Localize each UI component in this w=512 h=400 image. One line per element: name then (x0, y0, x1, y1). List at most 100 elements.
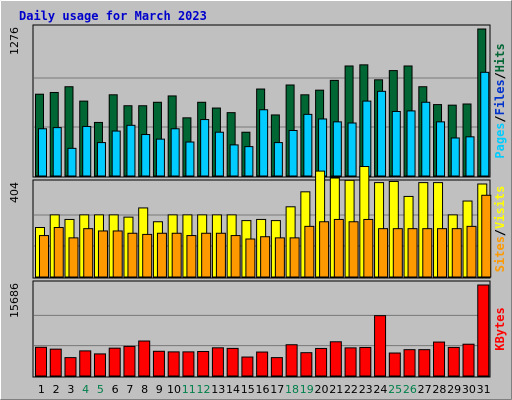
bar-sites-day-2 (53, 227, 64, 278)
bar-sites-day-5 (97, 230, 108, 278)
bar-sites-day-8 (142, 233, 153, 278)
bar-files-day-27 (421, 101, 431, 177)
bar-kbytes-day-6 (108, 347, 121, 377)
x-tick-label-day-29: 29 (447, 383, 461, 396)
x-tick-label-day-22: 22 (344, 383, 358, 396)
x-tick-label-day-16: 16 (256, 383, 270, 396)
bar-files-day-3 (67, 147, 77, 177)
bar-kbytes-day-13 (211, 347, 224, 377)
x-tick-label-day-4: 4 (82, 383, 89, 396)
x-tick-label-day-5: 5 (97, 383, 104, 396)
bar-sites-day-10 (171, 232, 182, 278)
bar-files-day-29 (450, 137, 460, 177)
y-max-label: 1276 (8, 27, 21, 55)
bar-sites-day-12 (201, 232, 212, 278)
legend-kbytes: KBytes (493, 307, 507, 350)
bar-sites-day-21 (333, 218, 344, 278)
bar-kbytes-day-17 (270, 357, 283, 377)
y-max-label: 404 (8, 182, 21, 203)
bar-files-day-20 (318, 118, 328, 177)
bar-kbytes-day-27 (418, 349, 431, 377)
bar-kbytes-day-25 (388, 352, 401, 377)
bar-files-day-13 (214, 131, 224, 177)
bar-kbytes-day-14 (226, 347, 239, 377)
bar-sites-day-1 (39, 235, 49, 278)
x-tick-label-day-11: 11 (182, 383, 196, 396)
bar-kbytes-day-22 (344, 347, 357, 377)
x-tick-label-day-23: 23 (359, 383, 373, 396)
bar-sites-day-9 (156, 232, 167, 278)
x-tick-label-day-12: 12 (197, 383, 211, 396)
panel-hits_files_pages: 1276 Pages/Files/Hits (8, 24, 507, 178)
bar-sites-day-13 (215, 232, 226, 278)
chart-panels: 1276 Pages/Files/Hits 404 Sites/Visits 15686… (8, 24, 507, 378)
bar-files-day-30 (465, 136, 475, 177)
x-tick-label-day-9: 9 (156, 383, 163, 396)
x-tick-label-day-19: 19 (300, 383, 314, 396)
bar-kbytes-day-2 (49, 348, 62, 377)
legend-hits: Hits (493, 43, 507, 72)
x-tick-label-day-17: 17 (270, 383, 284, 396)
x-tick-label-day-26: 26 (403, 383, 417, 396)
bar-kbytes-day-1 (35, 346, 47, 377)
bar-files-day-6 (111, 130, 121, 177)
bar-files-day-21 (332, 121, 342, 177)
bar-kbytes-day-18 (285, 344, 298, 377)
bar-sites-day-22 (348, 221, 359, 278)
bar-files-day-10 (170, 128, 180, 177)
bar-sites-day-26 (407, 228, 418, 278)
legend-sites: Sites (493, 236, 507, 272)
bar-files-day-5 (96, 142, 106, 177)
x-tick-label-day-30: 30 (462, 383, 476, 396)
x-tick-label-day-27: 27 (418, 383, 432, 396)
bar-sites-day-27 (422, 228, 433, 278)
x-tick-label-day-21: 21 (329, 383, 343, 396)
legend-files: Files (493, 79, 507, 115)
bar-sites-day-23 (363, 218, 374, 278)
bar-sites-day-16 (260, 236, 271, 278)
x-tick-label-day-20: 20 (314, 383, 328, 396)
bar-sites-day-3 (68, 237, 79, 278)
bar-kbytes-day-4 (79, 350, 92, 377)
bar-files-day-1 (38, 128, 47, 177)
bar-files-day-11 (185, 141, 195, 177)
bar-kbytes-day-9 (152, 350, 165, 377)
panel-kbytes: 15686 KBytes (8, 280, 507, 378)
bar-kbytes-day-26 (403, 349, 416, 377)
bar-kbytes-day-10 (167, 351, 180, 377)
x-tick-label-day-6: 6 (112, 383, 119, 396)
bar-kbytes-day-3 (64, 357, 77, 377)
x-tick-label-day-3: 3 (67, 383, 74, 396)
bar-sites-day-6 (112, 230, 123, 278)
bar-files-day-31 (480, 71, 490, 177)
right-legend-label: Sites/Visits (493, 186, 507, 273)
bar-sites-day-20 (319, 221, 330, 278)
x-tick-label-day-14: 14 (226, 383, 240, 396)
bar-sites-day-17 (274, 237, 285, 278)
bar-sites-day-28 (437, 228, 448, 278)
y-max-label: 15686 (8, 283, 21, 318)
bar-kbytes-day-5 (93, 353, 106, 377)
bar-files-day-12 (200, 119, 210, 177)
x-tick-label-day-15: 15 (241, 383, 255, 396)
bar-files-day-26 (406, 110, 416, 177)
bar-kbytes-day-19 (300, 352, 313, 377)
bar-kbytes-day-15 (241, 356, 254, 377)
bar-files-day-18 (288, 129, 298, 177)
x-tick-label-day-1: 1 (38, 383, 45, 396)
bar-sites-day-11 (186, 235, 197, 278)
right-legend-label: Pages/Files/Hits (493, 43, 507, 158)
bar-files-day-9 (155, 138, 165, 177)
x-tick-label-day-28: 28 (432, 383, 446, 396)
bar-sites-day-31 (481, 194, 492, 278)
x-tick-label-day-18: 18 (285, 383, 299, 396)
bar-kbytes-day-31 (477, 284, 490, 377)
x-tick-label-day-2: 2 (53, 383, 60, 396)
x-tick-label-day-24: 24 (373, 383, 387, 396)
bar-sites-day-15 (245, 238, 256, 278)
bar-files-day-15 (244, 146, 254, 177)
bar-files-day-22 (347, 122, 357, 177)
x-axis-day-labels: 1 2 3 4 5 6 7 8 9 10 11 12 13 14 15 16 17 18 19 20 21 22 23 24 2… (38, 383, 491, 396)
panel-visits_sites: 404 Sites/Visits (8, 166, 507, 279)
